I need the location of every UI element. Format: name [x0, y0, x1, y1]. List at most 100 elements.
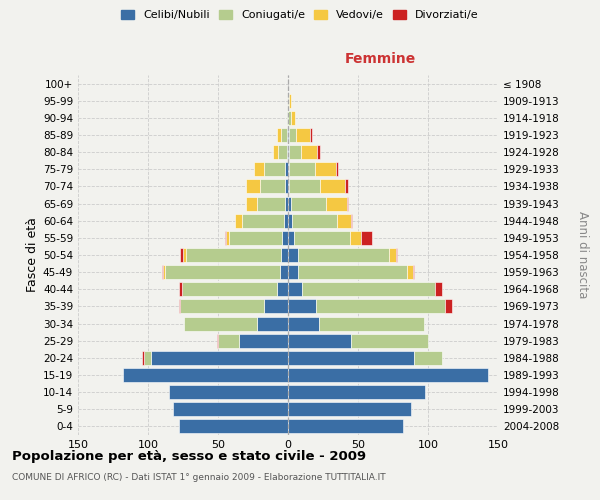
Bar — [277, 282, 288, 296]
Bar — [184, 316, 257, 330]
Bar — [347, 196, 348, 210]
Bar — [445, 300, 452, 314]
Bar — [346, 180, 348, 194]
Bar — [179, 282, 182, 296]
Bar — [351, 334, 428, 347]
Bar — [182, 282, 277, 296]
Bar — [285, 196, 288, 210]
Bar — [142, 351, 144, 365]
Bar — [264, 300, 288, 314]
Bar — [298, 248, 389, 262]
Bar — [246, 196, 257, 210]
Bar — [302, 282, 435, 296]
Bar — [272, 145, 278, 159]
Bar — [257, 196, 285, 210]
Bar — [288, 128, 289, 142]
Bar — [317, 145, 320, 159]
Bar — [186, 248, 281, 262]
Bar — [289, 162, 314, 176]
Bar — [278, 145, 287, 159]
Bar — [310, 128, 312, 142]
Bar — [288, 111, 291, 125]
Bar — [264, 162, 285, 176]
Bar — [180, 300, 264, 314]
Bar — [283, 231, 288, 245]
Bar — [163, 265, 165, 279]
Bar — [288, 368, 488, 382]
Bar — [254, 162, 264, 176]
Bar — [319, 316, 424, 330]
Bar — [260, 180, 285, 194]
Bar — [296, 128, 310, 142]
Bar — [288, 334, 351, 347]
Bar — [123, 368, 288, 382]
Bar — [151, 351, 288, 365]
Bar — [288, 145, 289, 159]
Bar — [350, 231, 361, 245]
Bar — [173, 402, 288, 416]
Bar — [229, 231, 283, 245]
Bar — [179, 420, 288, 434]
Bar — [287, 128, 288, 142]
Bar — [289, 180, 320, 194]
Bar — [291, 111, 295, 125]
Bar — [288, 265, 298, 279]
Bar — [351, 214, 352, 228]
Bar — [320, 180, 346, 194]
Bar — [225, 231, 226, 245]
Bar — [293, 231, 350, 245]
Bar — [335, 162, 338, 176]
Bar — [217, 334, 218, 347]
Bar — [280, 265, 288, 279]
Bar — [218, 334, 239, 347]
Bar — [288, 196, 291, 210]
Bar — [314, 162, 335, 176]
Bar — [288, 316, 319, 330]
Bar — [292, 214, 337, 228]
Bar — [162, 265, 163, 279]
Bar — [298, 265, 407, 279]
Bar — [414, 351, 442, 365]
Bar — [183, 248, 186, 262]
Bar — [289, 128, 296, 142]
Bar — [288, 162, 289, 176]
Text: Femmine: Femmine — [345, 52, 416, 66]
Bar — [288, 385, 425, 399]
Bar — [291, 196, 326, 210]
Bar — [246, 180, 260, 194]
Bar — [281, 248, 288, 262]
Bar — [144, 351, 151, 365]
Bar — [288, 351, 414, 365]
Bar — [180, 248, 183, 262]
Bar — [226, 231, 229, 245]
Bar — [289, 94, 291, 108]
Bar — [413, 265, 414, 279]
Text: COMUNE DI AFRICO (RC) - Dati ISTAT 1° gennaio 2009 - Elaborazione TUTTITALIA.IT: COMUNE DI AFRICO (RC) - Dati ISTAT 1° ge… — [12, 472, 386, 482]
Bar — [277, 128, 281, 142]
Bar — [288, 214, 292, 228]
Y-axis label: Fasce di età: Fasce di età — [26, 218, 39, 292]
Bar — [281, 128, 287, 142]
Bar — [337, 214, 351, 228]
Bar — [389, 248, 396, 262]
Bar — [169, 385, 288, 399]
Bar — [288, 248, 298, 262]
Bar — [239, 334, 288, 347]
Bar — [288, 231, 293, 245]
Bar — [301, 145, 317, 159]
Bar — [179, 300, 180, 314]
Bar — [326, 196, 347, 210]
Bar — [288, 282, 302, 296]
Bar — [284, 214, 288, 228]
Bar — [235, 214, 242, 228]
Bar — [396, 248, 397, 262]
Bar — [287, 111, 288, 125]
Bar — [242, 214, 284, 228]
Bar — [288, 402, 411, 416]
Bar — [285, 162, 288, 176]
Bar — [407, 265, 413, 279]
Y-axis label: Anni di nascita: Anni di nascita — [576, 212, 589, 298]
Bar — [288, 420, 403, 434]
Bar — [257, 316, 288, 330]
Bar — [288, 300, 316, 314]
